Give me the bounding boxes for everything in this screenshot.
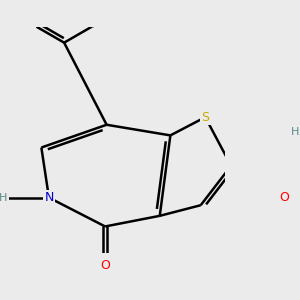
Text: H: H xyxy=(291,128,299,137)
Text: N: N xyxy=(44,191,54,204)
Text: O: O xyxy=(279,191,289,204)
Text: H: H xyxy=(0,193,8,202)
Text: O: O xyxy=(100,260,110,272)
Text: S: S xyxy=(201,111,209,124)
